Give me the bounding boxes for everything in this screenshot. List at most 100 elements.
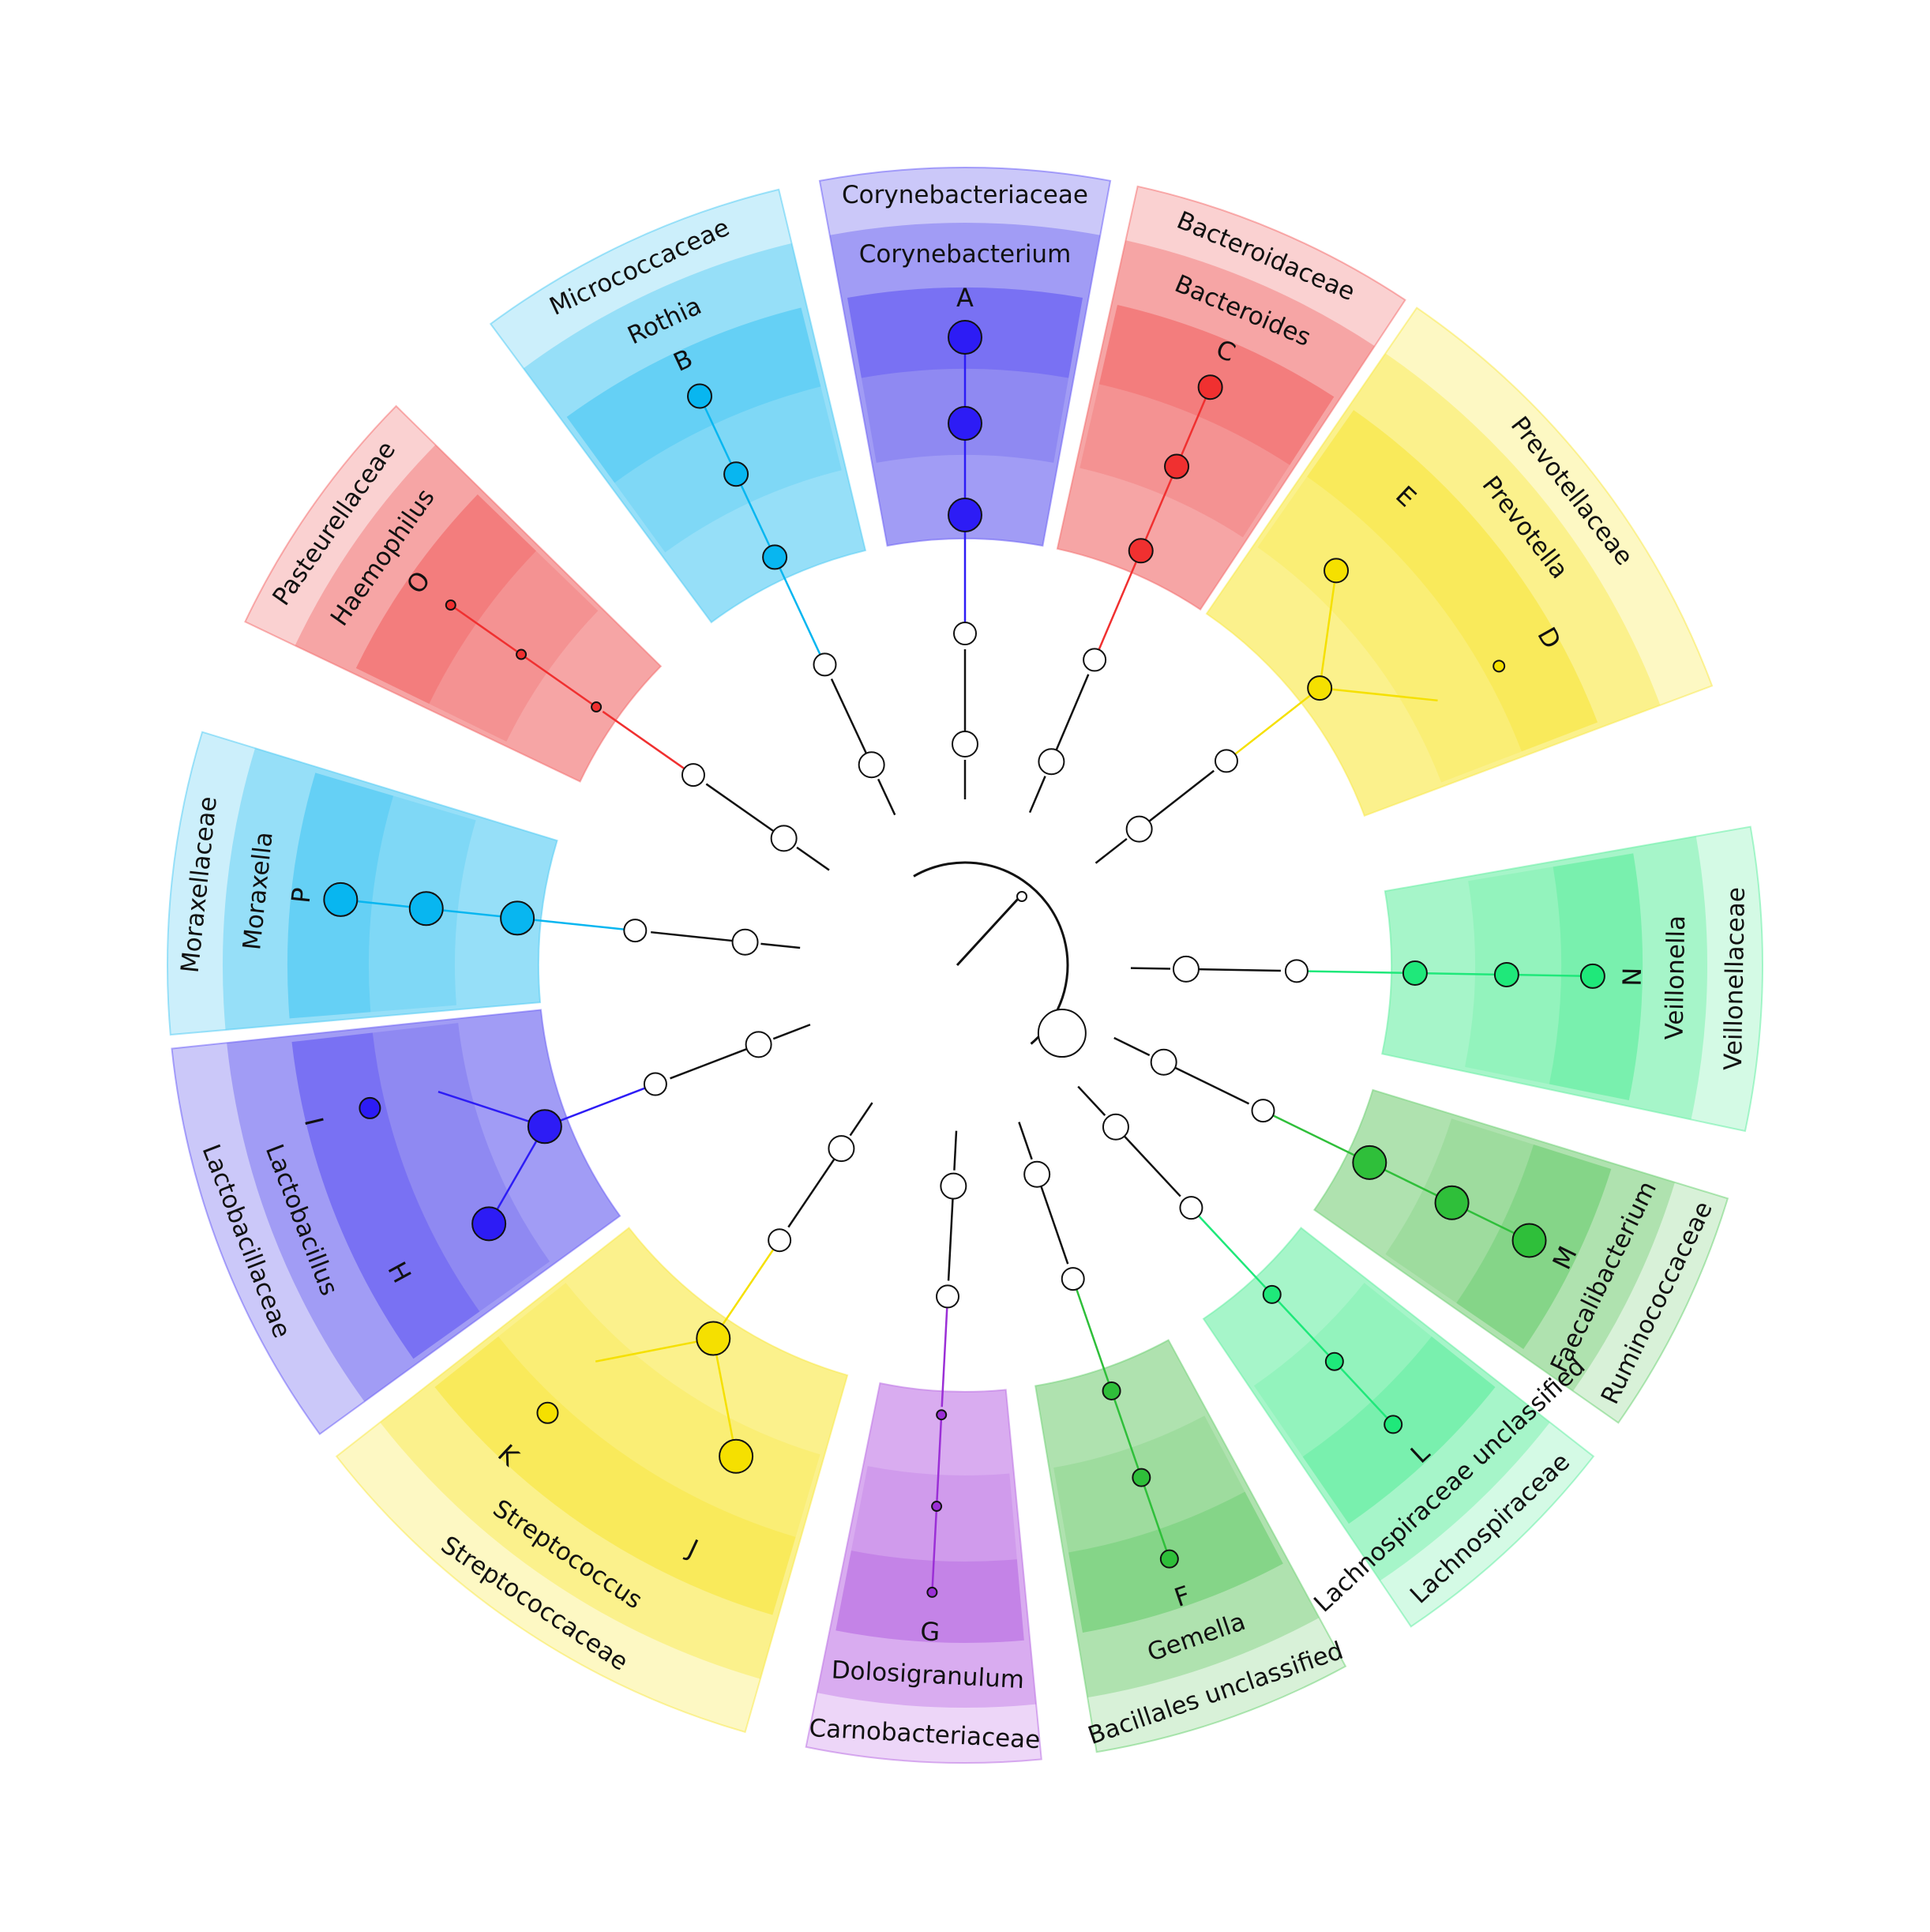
family-label: Veillonellaceae [1719,887,1751,1070]
branch [1198,968,1281,972]
branch [1028,776,1046,814]
clade-node [1307,675,1333,701]
branch [602,710,685,770]
leaf-node [445,600,456,611]
branch [1234,692,1315,755]
internal-node [1179,1196,1203,1220]
internal-node [731,928,759,956]
internal-node [952,731,978,757]
family-sector [244,404,663,783]
family-sector [1034,1339,1347,1753]
branch [651,930,733,942]
leaf-node [687,383,713,409]
inner-band [1080,304,1335,538]
clade-node [948,498,982,532]
branch [716,1249,775,1332]
branch [1055,674,1090,751]
clade-node [696,1321,731,1356]
leaf-branch [488,1126,546,1224]
leaf-branch [437,1090,546,1128]
internal-node [1023,1160,1051,1188]
branch [1040,1186,1069,1265]
branch [1307,970,1407,975]
internal-node [1125,815,1153,843]
clade-node [1128,538,1154,564]
genus-sector [817,1383,1037,1708]
leaf-node [1197,374,1223,400]
clade-node [1352,1145,1387,1180]
branch [1098,558,1139,650]
internal-node [953,622,977,645]
branch [777,563,821,656]
internal-node [1150,1048,1177,1076]
branch [1076,1288,1110,1384]
leaf-node [1324,558,1350,584]
leaf-node [323,881,359,917]
internal-node [940,1172,967,1200]
genus-sector [227,1009,621,1402]
internal-node [813,652,837,677]
branch [1077,1085,1106,1117]
genus-sector [295,445,661,782]
leaf-node [948,320,982,355]
internal-node [770,825,798,852]
tree-nodes [323,320,1605,1598]
genus-sector [1035,1340,1320,1698]
tree-branches [340,337,1593,1592]
clade-node [1132,1468,1151,1487]
clade-node [1164,453,1190,479]
genus-sector [1057,240,1375,610]
family-sector [1312,1088,1729,1424]
leaf-node [1579,963,1605,989]
clade-node [500,900,535,936]
leaf-node [536,1401,559,1424]
leaf-band [355,494,536,705]
branch [1174,1066,1250,1105]
internal-node [1038,748,1065,776]
internal-node [643,1072,667,1096]
genus-sector [1203,1227,1550,1581]
family-sector [1056,185,1406,611]
clade-node [948,406,982,441]
internal-node-large [1037,1009,1087,1058]
branch [1095,837,1128,864]
inner-band [835,1466,1024,1644]
branch [941,1307,948,1408]
internal-node [768,1228,792,1253]
internal-node [1251,1099,1275,1123]
leaf-node [1159,1549,1179,1569]
genus-sector [223,748,558,1030]
branch [772,1024,811,1040]
internal-node [1102,1113,1129,1141]
genus-sector [1382,836,1707,1120]
internal-node [1284,959,1309,983]
clade-node [762,544,788,570]
branch [1113,1036,1151,1057]
leaf-label: P [286,886,317,904]
branch [947,1198,954,1281]
family-sector [805,1381,1042,1764]
leaf-node [719,1438,754,1474]
leaf-branch [1318,570,1338,689]
clade-node [723,461,749,487]
branch [877,778,896,816]
family-sector [167,731,558,1036]
genus-sector [1314,1089,1675,1392]
internal-node [1214,749,1238,773]
clade-node [591,701,603,713]
inner-band [287,772,476,1019]
internal-node [1061,1267,1085,1291]
leaf-band [1307,410,1598,752]
leaf-band [434,1336,796,1615]
branch [1123,1135,1181,1197]
branch [551,1087,646,1125]
branch [953,1130,958,1171]
leaf-node [359,1096,381,1119]
branch [705,783,775,833]
inner-band [1053,1415,1283,1633]
inner-band [291,1023,550,1359]
root-arc [913,861,1069,1045]
clade-node [936,1409,948,1421]
branch [670,1047,748,1080]
